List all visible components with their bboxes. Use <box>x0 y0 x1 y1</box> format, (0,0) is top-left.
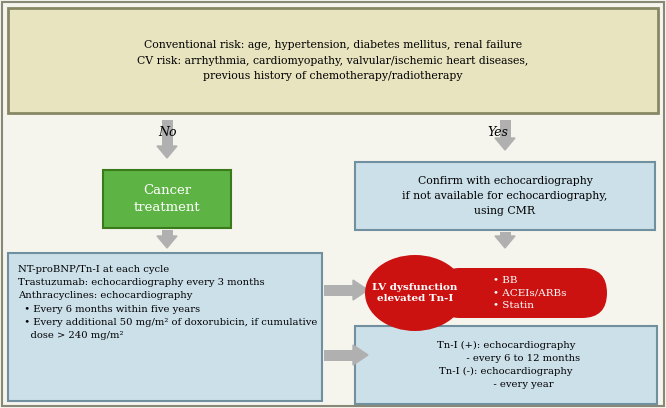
Polygon shape <box>353 345 368 365</box>
Text: Confirm with echocardiography
if not available for echocardiography,
using CMR: Confirm with echocardiography if not ava… <box>402 176 607 216</box>
Polygon shape <box>157 236 177 248</box>
FancyBboxPatch shape <box>161 120 172 146</box>
Text: • BB
• ACEIs/ARBs
• Statin: • BB • ACEIs/ARBs • Statin <box>493 276 567 310</box>
Polygon shape <box>353 280 368 300</box>
FancyBboxPatch shape <box>8 253 322 401</box>
Text: Cancer
treatment: Cancer treatment <box>134 184 200 214</box>
Text: No: No <box>159 126 177 138</box>
FancyBboxPatch shape <box>355 326 657 404</box>
FancyBboxPatch shape <box>324 284 353 295</box>
FancyBboxPatch shape <box>435 268 607 318</box>
Ellipse shape <box>365 255 465 331</box>
FancyBboxPatch shape <box>161 230 172 236</box>
Text: Yes: Yes <box>488 126 508 138</box>
FancyBboxPatch shape <box>8 8 658 113</box>
Polygon shape <box>495 236 515 248</box>
FancyBboxPatch shape <box>500 120 511 138</box>
Text: Conventional risk: age, hypertension, diabetes mellitus, renal failure
CV risk: : Conventional risk: age, hypertension, di… <box>137 40 529 81</box>
Text: Tn-I (+): echocardiography
           - every 6 to 12 months
Tn-I (-): echocardi: Tn-I (+): echocardiography - every 6 to … <box>432 341 580 390</box>
Polygon shape <box>157 146 177 158</box>
FancyBboxPatch shape <box>103 170 231 228</box>
FancyBboxPatch shape <box>355 162 655 230</box>
Text: LV dysfunction
elevated Tn-I: LV dysfunction elevated Tn-I <box>372 283 458 304</box>
FancyBboxPatch shape <box>324 350 353 361</box>
Text: NT-proBNP/Tn-I at each cycle
Trastuzumab: echocardiography every 3 months
Anthra: NT-proBNP/Tn-I at each cycle Trastuzumab… <box>18 265 318 340</box>
FancyBboxPatch shape <box>500 232 511 236</box>
Polygon shape <box>495 138 515 150</box>
